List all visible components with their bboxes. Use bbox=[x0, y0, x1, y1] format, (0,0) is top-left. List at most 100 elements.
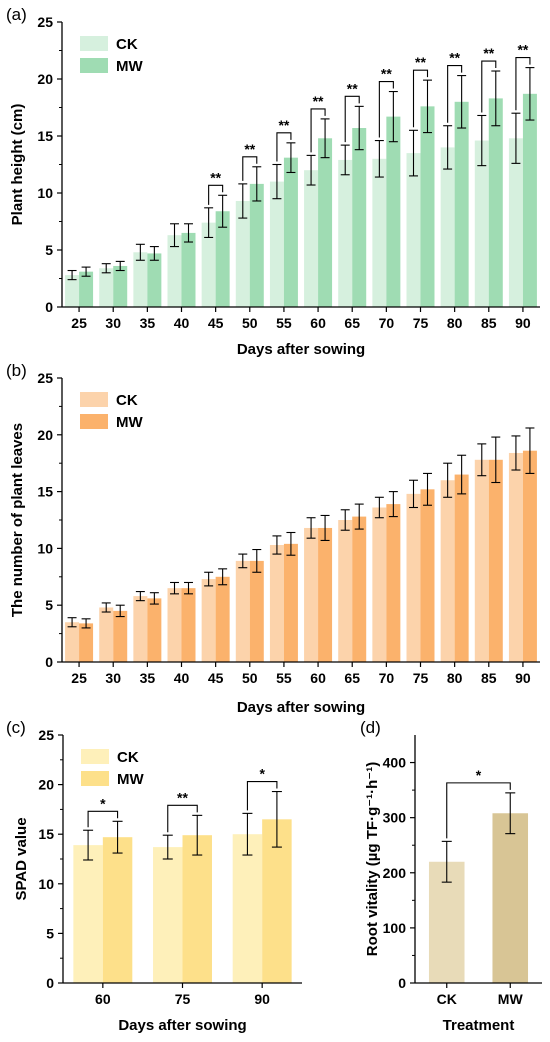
y-tick-label: 25 bbox=[37, 14, 53, 30]
y-tick-label: 20 bbox=[37, 71, 53, 87]
chart-panel-4: (d) * 0 100 200 300 400 CK MW Treatment Root vital… bbox=[360, 718, 542, 1034]
panel-letter: (c) bbox=[6, 718, 26, 737]
bar bbox=[522, 93, 537, 307]
significance-bracket bbox=[167, 804, 198, 833]
bar bbox=[440, 147, 455, 307]
x-tick-label: 35 bbox=[140, 670, 156, 686]
x-axis-title: Days after sowing bbox=[237, 699, 365, 716]
bar bbox=[167, 588, 182, 662]
y-tick-label: 5 bbox=[45, 597, 53, 613]
bar bbox=[249, 560, 264, 662]
y-tick-label: 100 bbox=[383, 920, 407, 936]
x-tick-label: MW bbox=[498, 991, 524, 1007]
significance-bracket bbox=[446, 782, 511, 839]
significance-label: ** bbox=[313, 93, 324, 109]
x-tick-label: 60 bbox=[310, 315, 326, 331]
bar bbox=[440, 480, 455, 662]
x-axis-title: Treatment bbox=[443, 1017, 515, 1034]
bar bbox=[406, 153, 421, 307]
bar bbox=[492, 813, 529, 983]
x-tick-label: 65 bbox=[344, 315, 360, 331]
bar bbox=[283, 543, 298, 662]
legend-label: CK bbox=[117, 749, 139, 766]
x-tick-label: 75 bbox=[413, 670, 429, 686]
bar bbox=[488, 459, 503, 662]
significance-bracket bbox=[310, 108, 326, 153]
y-tick-label: 15 bbox=[37, 128, 53, 144]
bar bbox=[99, 607, 114, 662]
bar bbox=[454, 101, 469, 307]
y-tick-label: 0 bbox=[45, 654, 53, 670]
bar bbox=[249, 183, 264, 307]
y-tick-label: 5 bbox=[46, 925, 54, 941]
significance-bracket bbox=[378, 80, 394, 138]
x-tick-label: 45 bbox=[208, 315, 224, 331]
y-tick-label: 15 bbox=[38, 826, 54, 842]
bar bbox=[181, 232, 196, 307]
bar bbox=[102, 837, 133, 983]
y-tick-label: 0 bbox=[45, 299, 53, 315]
x-axis-title: Days after sowing bbox=[118, 1017, 246, 1034]
bar bbox=[304, 170, 319, 307]
x-tick-label: 70 bbox=[379, 315, 395, 331]
bar bbox=[182, 835, 212, 983]
bar bbox=[420, 489, 435, 662]
significance-label: ** bbox=[517, 42, 528, 58]
legend-swatch bbox=[80, 58, 108, 73]
bar bbox=[181, 588, 196, 662]
y-tick-label: 0 bbox=[46, 975, 54, 991]
x-tick-label: 85 bbox=[481, 315, 497, 331]
x-tick-label: 80 bbox=[447, 670, 463, 686]
panel-letter: (d) bbox=[360, 718, 381, 737]
significance-label: ** bbox=[244, 141, 255, 157]
x-tick-label: 30 bbox=[105, 315, 121, 331]
bar bbox=[338, 159, 353, 307]
significance-bracket bbox=[276, 132, 292, 162]
bar bbox=[508, 138, 523, 307]
significance-bracket bbox=[242, 156, 258, 181]
bar bbox=[420, 106, 435, 307]
x-tick-label: 40 bbox=[174, 315, 190, 331]
y-tick-label: 10 bbox=[37, 540, 53, 556]
legend-swatch bbox=[81, 771, 109, 786]
bar bbox=[269, 544, 284, 662]
bar bbox=[318, 527, 333, 662]
legend-label: MW bbox=[116, 58, 143, 75]
bar bbox=[65, 622, 80, 662]
x-tick-label: 30 bbox=[105, 670, 121, 686]
y-axis-title: Plant height (cm) bbox=[9, 104, 26, 226]
x-tick-label: 90 bbox=[254, 991, 270, 1007]
bar bbox=[215, 576, 230, 662]
y-tick-label: 300 bbox=[383, 810, 407, 826]
legend-swatch bbox=[80, 36, 108, 51]
bar bbox=[269, 181, 284, 307]
significance-label: ** bbox=[177, 789, 188, 805]
significance-bracket bbox=[412, 69, 429, 128]
bar bbox=[235, 200, 250, 307]
significance-label: ** bbox=[449, 50, 460, 66]
legend-label: MW bbox=[117, 771, 144, 788]
x-tick-label: 25 bbox=[71, 315, 87, 331]
y-tick-label: 10 bbox=[37, 185, 53, 201]
y-tick-label: 15 bbox=[37, 484, 53, 500]
bar bbox=[167, 235, 182, 307]
significance-label: * bbox=[476, 767, 482, 783]
x-tick-label: 70 bbox=[379, 670, 395, 686]
bar bbox=[454, 474, 469, 662]
bar bbox=[201, 579, 216, 662]
x-tick-label: 65 bbox=[344, 670, 360, 686]
significance-label: ** bbox=[381, 66, 392, 82]
x-tick-label: 85 bbox=[481, 670, 497, 686]
legend-swatch bbox=[81, 749, 109, 764]
x-tick-label: 80 bbox=[447, 315, 463, 331]
x-tick-label: 25 bbox=[71, 670, 87, 686]
significance-bracket bbox=[208, 184, 224, 205]
bar bbox=[133, 252, 148, 307]
bar bbox=[153, 847, 183, 983]
panel-letter: (a) bbox=[6, 5, 27, 24]
bar bbox=[235, 560, 250, 662]
bar bbox=[113, 610, 128, 662]
x-tick-label: 40 bbox=[174, 670, 190, 686]
bar bbox=[133, 596, 148, 662]
